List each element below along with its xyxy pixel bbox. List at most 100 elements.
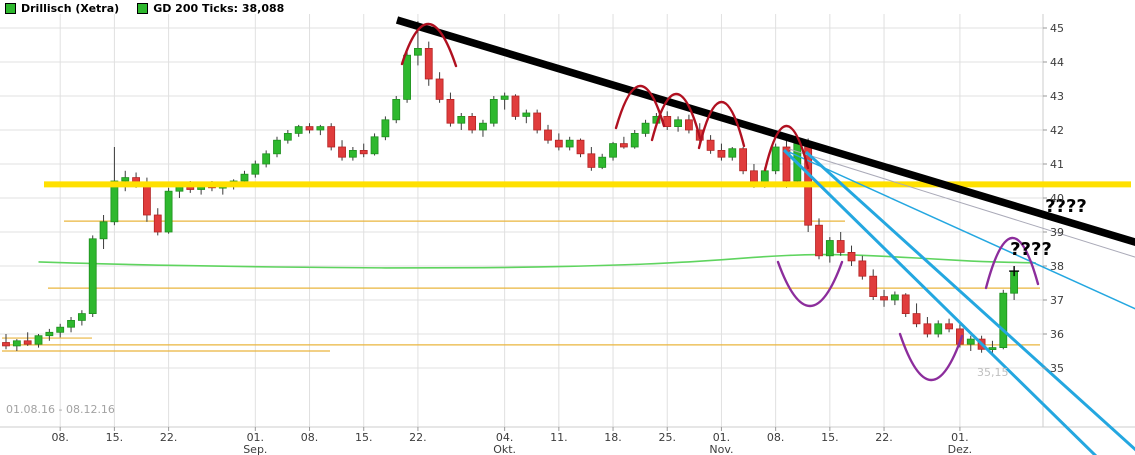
x-axis-day-label: 01. [247,431,265,444]
candle [446,99,455,124]
legend-item-drillisch: Drillisch (Xetra) [5,2,119,15]
blue-trendline [804,150,1135,452]
candle [251,163,260,175]
y-axis-label: 41 [1050,158,1064,171]
x-axis-month-label: Sep. [243,443,267,455]
candle [565,139,574,148]
candle [2,342,10,347]
candle [34,335,43,345]
candle [489,99,498,124]
candle [609,143,617,158]
y-axis-label: 43 [1050,90,1064,103]
y-axis-label: 44 [1050,56,1064,69]
candle [99,221,108,240]
candle [45,331,54,337]
x-axis-day-label: 08. [51,431,69,444]
x-axis-day-label: 22. [875,431,893,444]
y-axis-label: 38 [1050,260,1064,273]
candle [522,112,531,117]
candle [674,119,682,128]
candle [457,116,466,124]
candle [576,139,585,155]
x-axis-month-label: Okt. [493,443,516,455]
indicator-swatch-icon [137,3,149,14]
x-axis-day-label: 04. [496,431,514,444]
bottom-marker-arc [984,236,1040,290]
bottom-marker-arc [898,332,964,382]
candle [348,149,357,158]
candle [717,149,726,158]
candle [435,78,444,100]
top-marker-arc [763,124,810,172]
candle [67,319,75,328]
top-marker-arc [650,92,702,142]
candle [77,313,86,321]
x-axis-day-label: 01. [713,431,731,444]
candle [479,122,487,131]
x-axis-day-label: 15. [355,431,373,444]
candle [760,170,769,184]
x-axis-day-label: 22. [160,431,178,444]
candle [370,136,379,155]
candle [988,347,997,351]
x-axis-month-label: Nov. [709,443,733,455]
candle [56,326,65,333]
candle [880,296,888,301]
candle [283,132,292,141]
candle [381,119,390,138]
y-axis-label: 36 [1050,328,1064,341]
y-axis-label: 35 [1050,362,1064,375]
y-axis-label: 42 [1050,124,1064,137]
candle [359,149,368,155]
question-annotation: ???? [1045,196,1087,217]
candle [533,112,542,131]
black-downtrend-line [395,16,1135,247]
candle [554,139,563,148]
candle [619,143,628,148]
question-annotation: ???? [1010,239,1052,260]
candle [511,95,520,117]
x-axis-day-label: 11. [550,431,568,444]
candle [847,251,856,262]
x-axis-day-label: 15. [821,431,839,444]
candle [392,99,401,121]
candle [598,156,607,168]
candle [869,275,878,298]
top-marker-arc [400,22,458,68]
x-axis-day-label: 15. [106,431,124,444]
candle [934,323,943,335]
candle [164,190,173,233]
candle [468,116,477,131]
top-marker-arc [697,100,746,150]
candle [273,139,281,155]
candle [750,170,758,184]
x-axis-day-label: 08. [301,431,319,444]
candle [815,224,823,257]
candle [327,126,336,148]
candle [836,240,845,253]
candle [294,126,303,134]
candle [88,238,97,315]
last-value-watermark: 35,15 [977,366,1009,379]
candle [587,153,596,168]
indicator-label: GD 200 Ticks: 38,088 [153,2,285,15]
candle [305,126,314,131]
x-axis-day-label: 01. [951,431,969,444]
y-axis-label: 45 [1050,22,1064,35]
candle [23,340,32,345]
legend-item-gd200: GD 200 Ticks: 38,088 [137,2,284,15]
candle [771,146,780,172]
x-axis-month-label: Dez. [948,443,973,455]
candle [630,132,639,148]
candle [544,129,552,141]
y-axis-label: 37 [1050,294,1064,307]
candle [739,148,748,172]
candle [153,214,162,233]
bottom-marker-arc [776,260,844,307]
candle [890,294,899,301]
candle [825,240,834,257]
candle [143,183,151,216]
candle [262,153,271,165]
